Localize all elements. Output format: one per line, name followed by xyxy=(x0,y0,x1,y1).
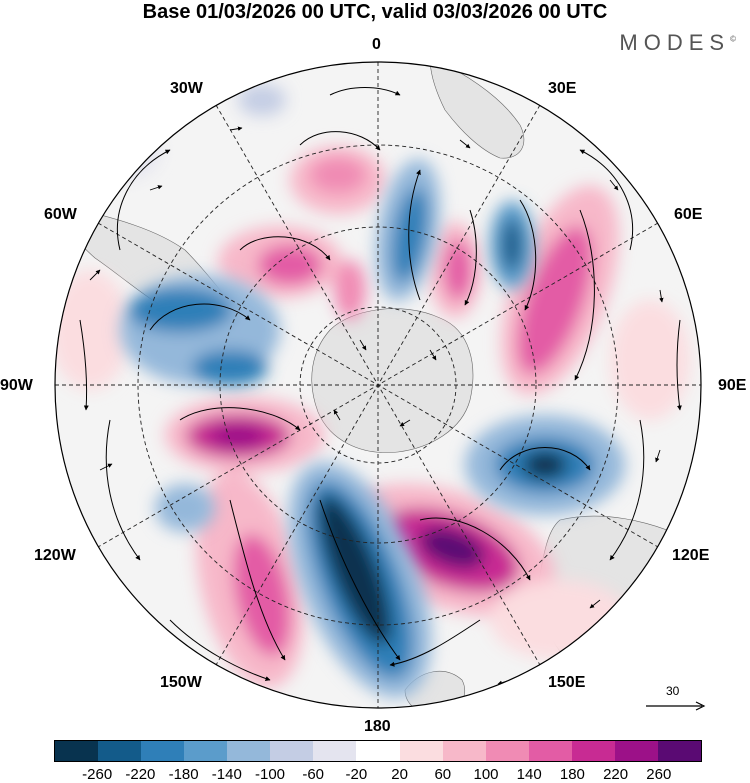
negative-anomaly-layer xyxy=(80,84,625,698)
colorbar-swatch xyxy=(141,741,185,761)
colorbar-tick-label: -100 xyxy=(254,766,286,783)
colorbar-tick-label: -220 xyxy=(125,766,156,783)
antarctica-landmass xyxy=(311,308,474,453)
colorbar-tick-label: 60 xyxy=(434,766,452,783)
colorbar-swatch xyxy=(55,741,99,761)
lon-label-120w: 120W xyxy=(34,547,76,564)
brand-mark: © xyxy=(730,34,736,44)
colorbar-swatch xyxy=(356,741,400,761)
lon-label-150e: 150E xyxy=(548,674,586,691)
colorbar-tick-label: 20 xyxy=(391,766,408,783)
colorbar-ticks: -260 -220 -180 -140 -100 -60 -20 20 60 100 140 180 2… xyxy=(54,766,702,783)
lon-label-90w: 90W xyxy=(0,377,33,394)
lon-label-60e: 60E xyxy=(674,206,703,223)
lon-label-0: 0 xyxy=(372,36,381,53)
africa-landmass xyxy=(429,62,525,159)
colorbar-tick-label: 220 xyxy=(603,766,629,783)
streamlines xyxy=(79,87,682,681)
colorbar-swatch xyxy=(528,741,572,761)
lon-label-180: 180 xyxy=(364,718,391,735)
colorbar-swatch xyxy=(571,741,615,761)
lon-label-30e: 30E xyxy=(548,80,577,97)
colorbar-swatch xyxy=(270,741,314,761)
lon-label-60w: 60W xyxy=(44,206,77,223)
colorbar-tick-label: 140 xyxy=(516,766,542,783)
colorbar-swatch xyxy=(98,741,142,761)
colorbar-tick-label: 180 xyxy=(559,766,585,783)
right-arrow-icon xyxy=(646,701,706,711)
colorbar-swatch xyxy=(442,741,486,761)
colorbar xyxy=(54,740,702,762)
colorbar-swatch xyxy=(485,741,529,761)
brand-text: MODES xyxy=(619,30,731,55)
lon-label-150w: 150W xyxy=(160,674,202,691)
graticule xyxy=(55,62,701,708)
chart-title: Base 01/03/2026 00 UTC, valid 03/03/2026… xyxy=(142,1,608,23)
lon-label-90e: 90E xyxy=(718,377,747,394)
positive-anomaly-layer xyxy=(55,146,690,689)
colorbar-tick-label: -140 xyxy=(211,766,242,783)
colorbar-tick-label: -260 xyxy=(82,766,113,783)
colorbar-swatch xyxy=(313,741,357,761)
colorbar-tick-label: -180 xyxy=(168,766,199,783)
colorbar-swatch xyxy=(227,741,271,761)
colorbar-tick-label: 100 xyxy=(473,766,499,783)
colorbar-tick-label: -20 xyxy=(345,766,368,783)
colorbar-swatch xyxy=(657,741,701,761)
brand-logo: MODES© xyxy=(619,30,736,56)
lon-label-30w: 30W xyxy=(170,80,203,97)
reference-vector-label: 30 xyxy=(666,684,680,698)
map-boundary xyxy=(54,61,702,709)
colorbar-swatch xyxy=(399,741,443,761)
colorbar-tick-label: -60 xyxy=(302,766,325,783)
lon-label-120e: 120E xyxy=(672,547,710,564)
colorbar-swatch xyxy=(184,741,228,761)
colorbar-swatch xyxy=(614,741,658,761)
colorbar-tick-label: 260 xyxy=(646,766,672,783)
